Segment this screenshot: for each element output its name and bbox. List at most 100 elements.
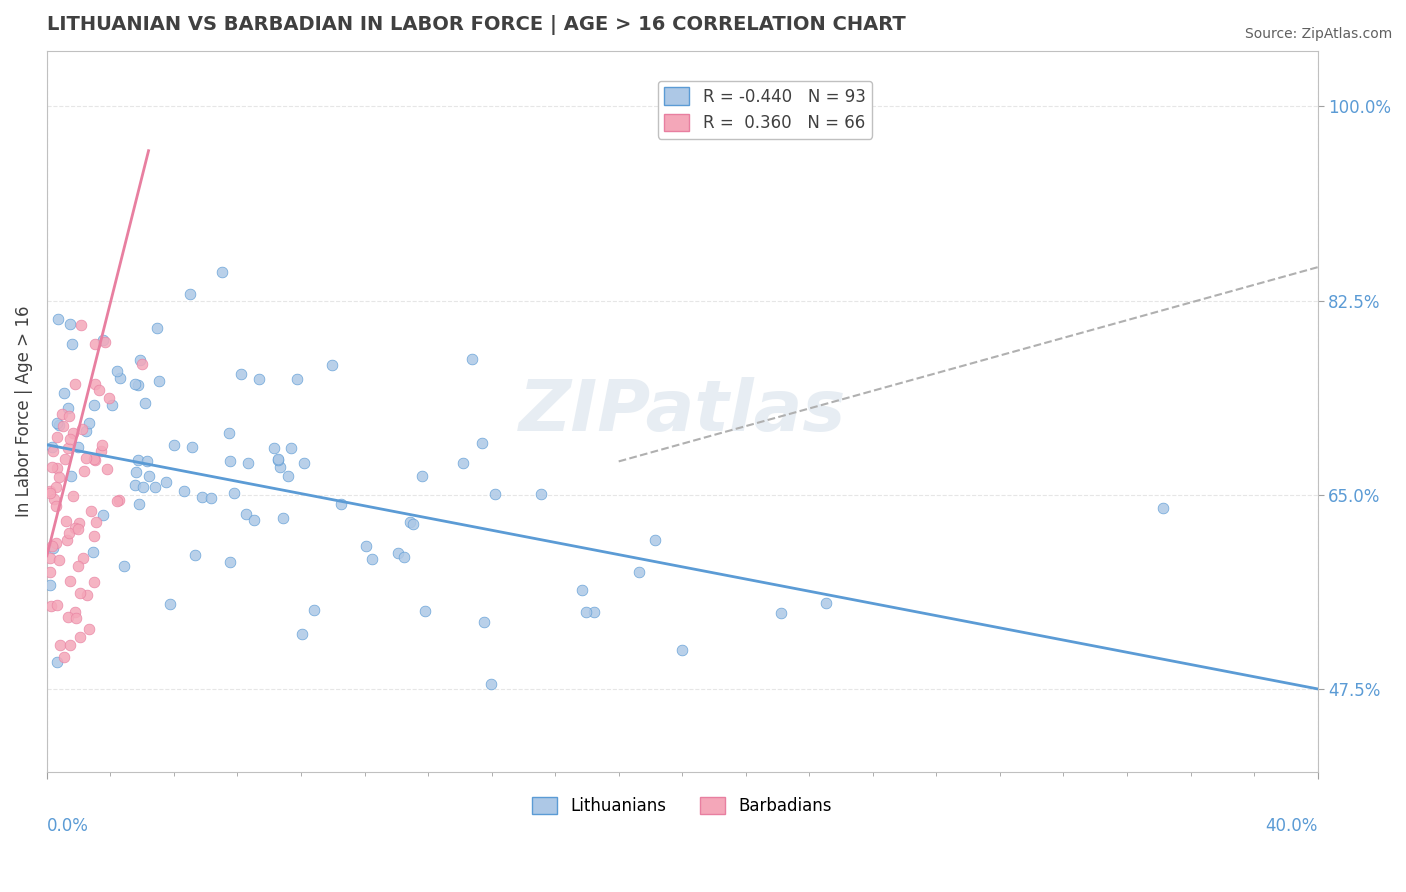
Point [302,602,325,616]
Point [66,440,89,454]
Point [58,526,80,541]
Point [91,438,114,452]
Point [56,610,79,624]
Point [571,583,593,598]
Point [399,516,422,530]
Point [58,638,80,652]
Point [83,452,105,467]
Point [62,489,84,503]
Point [62,425,84,440]
Point [59,574,82,588]
Point [76,588,98,602]
Point [321,358,343,372]
Point [481,676,503,690]
Point [402,517,425,532]
Point [67,516,90,531]
Point [243,513,266,527]
Text: 40.0%: 40.0% [1265,816,1317,835]
Point [574,606,596,620]
Point [231,367,253,381]
Point [263,441,285,455]
Point [39,565,62,579]
Point [58,441,80,455]
Point [41,440,63,454]
Point [39,550,62,565]
Point [83,337,105,351]
Point [413,604,436,618]
Point [83,528,105,542]
Point [45,430,67,444]
Point [769,607,792,621]
Point [46,655,69,669]
Point [59,469,82,483]
Point [128,497,150,511]
Point [42,443,65,458]
Point [73,464,96,478]
Point [84,516,107,530]
Point [273,510,295,524]
Point [52,649,75,664]
Point [66,522,89,536]
Point [59,433,82,447]
Point [291,627,314,641]
Point [219,454,242,468]
Point [53,451,76,466]
Point [329,497,352,511]
Point [134,396,156,410]
Point [52,385,75,400]
Point [91,508,114,523]
Point [143,480,166,494]
Point [107,493,129,508]
Point [45,598,67,612]
Point [131,357,153,371]
Point [184,548,207,562]
Point [411,469,433,483]
Point [180,440,202,454]
Point [1152,501,1174,516]
Point [269,460,291,475]
Point [90,444,112,458]
Point [124,478,146,492]
Point [69,586,91,600]
Point [83,376,105,391]
Point [218,555,240,569]
Point [387,546,409,560]
Point [146,320,169,334]
Point [472,615,495,629]
Point [65,611,87,625]
Point [112,558,135,573]
Point [65,376,87,391]
Point [392,550,415,565]
Point [110,370,132,384]
Point [628,565,651,579]
Point [75,451,97,466]
Point [124,377,146,392]
Point [48,417,70,432]
Point [84,453,107,467]
Point [45,480,67,494]
Point [63,605,86,619]
Point [52,419,75,434]
Point [179,287,201,301]
Point [644,533,666,547]
Point [127,452,149,467]
Point [82,545,104,559]
Point [46,461,69,475]
Point [108,493,131,508]
Point [70,422,93,436]
Point [451,456,474,470]
Point [285,372,308,386]
Legend: Lithuanians, Barbadians: Lithuanians, Barbadians [526,790,838,822]
Point [277,468,299,483]
Point [41,460,63,475]
Point [96,461,118,475]
Point [87,384,110,398]
Point [69,630,91,644]
Point [58,409,80,424]
Point [471,436,494,450]
Point [39,486,62,500]
Point [159,597,181,611]
Point [224,486,246,500]
Text: ZIPatlas: ZIPatlas [519,377,846,446]
Point [39,599,62,613]
